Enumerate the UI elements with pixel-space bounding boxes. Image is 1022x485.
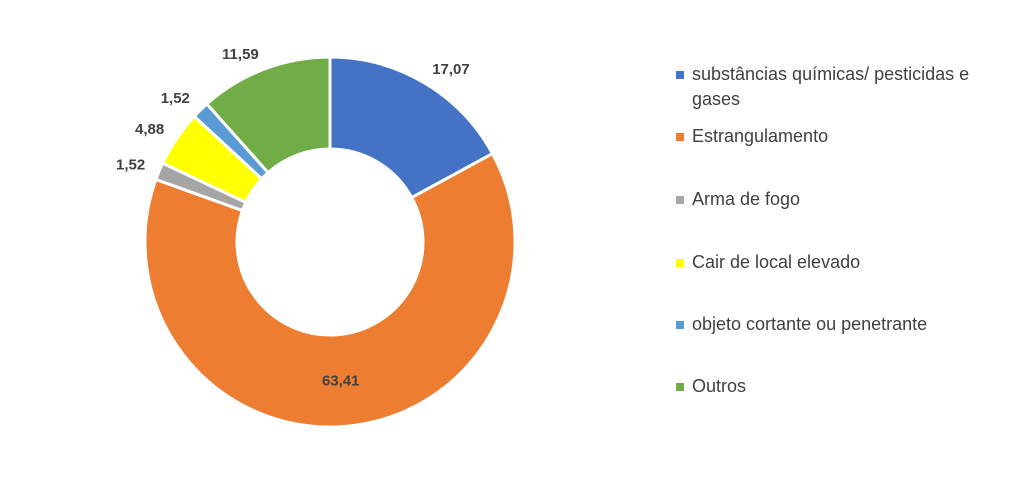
data-label: 17,07 [432, 61, 470, 78]
legend-label: substâncias químicas/ pesticidas e gases [692, 64, 970, 109]
legend-label: Arma de fogo [692, 189, 801, 209]
legend-swatch [676, 71, 684, 79]
legend-item: Arma de fogo [672, 187, 1012, 212]
data-label: 1,52 [116, 156, 145, 173]
data-label: 11,59 [222, 46, 259, 63]
data-label: 1,52 [161, 90, 190, 107]
chart: 17,07 63,41 1,52 4,88 1,52 11,59 [116, 46, 517, 429]
legend-item: Estrangulamento [672, 124, 1012, 149]
legend-swatch [676, 383, 684, 391]
legend-swatch [676, 321, 684, 329]
legend-item: Outros [672, 374, 1012, 399]
legend-swatch [676, 133, 684, 141]
data-label: 4,88 [135, 121, 164, 138]
legend-label: Estrangulamento [692, 126, 829, 146]
donut-segment [328, 55, 495, 200]
donut-segment [143, 151, 517, 429]
legend-item: Cair de local elevado [672, 250, 1012, 275]
data-label: 63,41 [322, 373, 360, 390]
legend-label: Cair de local elevado [692, 252, 861, 272]
legend-label: Outros [692, 376, 747, 396]
legend-swatch [676, 259, 684, 267]
legend-item: substâncias químicas/ pesticidas e gases [672, 62, 1012, 112]
donut-segment [204, 55, 332, 175]
legend-item: objeto cortante ou penetrante [672, 312, 1012, 337]
legend-label: objeto cortante ou penetrante [692, 314, 928, 334]
legend-swatch [676, 196, 684, 204]
